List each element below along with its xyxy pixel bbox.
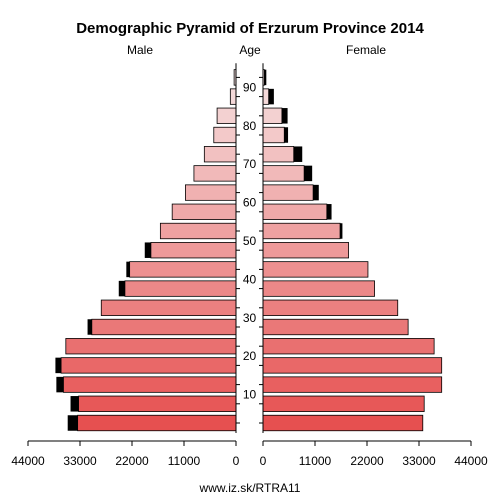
female-bar-75-79 xyxy=(262,126,285,144)
male-excess-bar-0-4 xyxy=(67,415,78,431)
male-bar-55-59 xyxy=(171,203,237,220)
source-footer: www.iz.sk/RTRA11 xyxy=(199,481,301,495)
female-excess-bar-55-59 xyxy=(326,204,332,220)
male-bar-85-89 xyxy=(229,88,237,105)
female-bar-20-24 xyxy=(262,338,435,355)
male-header: Male xyxy=(127,43,153,57)
male-bar-15-19 xyxy=(60,357,237,374)
male-bar-35-39 xyxy=(124,280,237,297)
male-excess-bar-35-39 xyxy=(118,280,125,297)
age-tick-label: 60 xyxy=(243,196,257,210)
male-x-tick-label: 0 xyxy=(233,454,240,468)
female-bar-80-84 xyxy=(262,107,283,124)
female-excess-bar-50-54 xyxy=(340,223,343,239)
female-excess-bar-60-64 xyxy=(313,184,319,201)
female-excess-bar-75-79 xyxy=(284,127,289,143)
age-tick-label: 40 xyxy=(243,272,257,286)
female-excess-bar-80-84 xyxy=(281,108,288,124)
female-x-tick-label: 22000 xyxy=(350,454,384,468)
male-bar-10-14 xyxy=(63,376,237,393)
male-bar-0-4 xyxy=(77,414,237,432)
male-excess-bar-10-14 xyxy=(56,376,64,393)
female-bar-85-89 xyxy=(262,88,270,105)
female-excess-bar-70-74 xyxy=(293,146,303,162)
male-bar-75-79 xyxy=(213,126,237,144)
female-x-tick-label: 44000 xyxy=(454,454,488,468)
female-bar-5-9 xyxy=(262,395,425,412)
chart-title: Demographic Pyramid of Erzurum Province … xyxy=(76,20,424,37)
male-x-tick-label: 33000 xyxy=(63,454,97,468)
age-tick-label: 30 xyxy=(243,311,257,325)
female-x-tick-label: 33000 xyxy=(402,454,436,468)
male-excess-bar-25-29 xyxy=(87,319,92,335)
pyramid-bars xyxy=(55,69,443,432)
male-excess-bar-5-9 xyxy=(70,396,79,412)
pyramid-axes: 10 20 30 40 50 60 70 80 90 44000 33000 22000 11000 0 0… xyxy=(11,63,488,468)
age-tick-label: 50 xyxy=(243,234,257,248)
male-x-tick-label: 11000 xyxy=(168,454,201,468)
female-bar-30-34 xyxy=(262,299,399,316)
age-tick-label: 70 xyxy=(243,157,257,171)
age-header: Age xyxy=(239,43,261,57)
female-excess-bar-65-69 xyxy=(304,165,313,182)
male-bar-70-74 xyxy=(203,146,237,163)
female-excess-bar-90+ xyxy=(264,69,267,86)
female-bar-50-54 xyxy=(262,222,341,240)
female-bar-0-4 xyxy=(262,414,424,432)
age-tick-label: 80 xyxy=(243,119,257,133)
female-bar-70-74 xyxy=(262,146,295,163)
female-header: Female xyxy=(346,43,386,57)
female-x-tick-label: 11000 xyxy=(299,454,332,468)
male-bar-50-54 xyxy=(159,222,237,240)
male-bar-60-64 xyxy=(185,184,237,201)
female-x-tick-label: 0 xyxy=(260,454,267,468)
male-bar-20-24 xyxy=(65,338,237,355)
male-bar-30-34 xyxy=(100,299,237,316)
female-bar-65-69 xyxy=(262,165,305,182)
age-tick-label: 20 xyxy=(243,349,257,363)
male-excess-bar-40-44 xyxy=(126,261,130,278)
female-bar-15-19 xyxy=(262,357,443,374)
male-bar-40-44 xyxy=(129,261,237,278)
female-bar-40-44 xyxy=(262,261,369,278)
male-bar-45-49 xyxy=(150,242,237,259)
female-bar-35-39 xyxy=(262,280,375,297)
age-tick-label: 10 xyxy=(243,388,257,402)
female-bar-60-64 xyxy=(262,184,314,201)
male-bar-5-9 xyxy=(78,395,237,412)
female-bar-55-59 xyxy=(262,203,328,220)
male-x-tick-label: 44000 xyxy=(11,454,45,468)
male-x-tick-label: 22000 xyxy=(115,454,149,468)
male-excess-bar-15-19 xyxy=(55,357,62,374)
female-bar-10-14 xyxy=(262,376,443,393)
male-bar-25-29 xyxy=(91,318,237,336)
age-tick-label: 90 xyxy=(243,80,257,94)
male-excess-bar-45-49 xyxy=(144,242,151,258)
male-bar-80-84 xyxy=(216,107,237,124)
female-bar-45-49 xyxy=(262,242,349,259)
male-bar-65-69 xyxy=(193,165,237,182)
female-bar-25-29 xyxy=(262,318,409,336)
female-excess-bar-85-89 xyxy=(268,88,274,105)
